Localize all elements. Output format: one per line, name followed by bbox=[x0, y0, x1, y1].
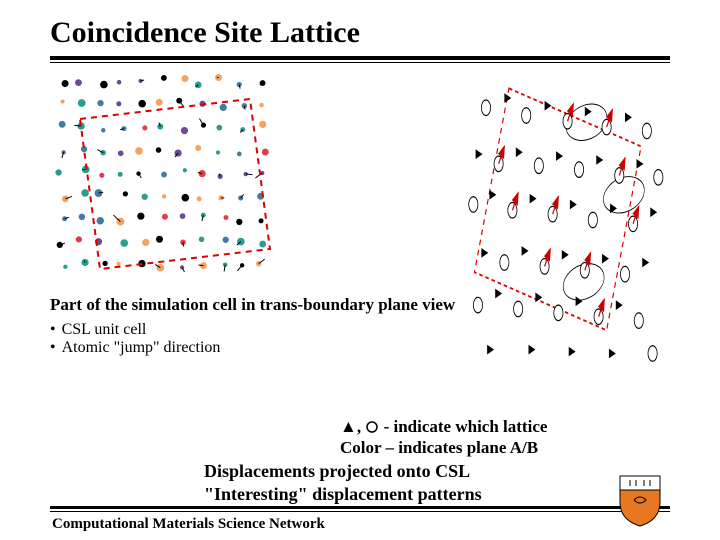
rule-thin bbox=[50, 62, 670, 63]
content-row: Part of the simulation cell in trans-bou… bbox=[50, 69, 670, 369]
bullet-item: •CSL unit cell bbox=[50, 321, 455, 339]
legend: ▲, - indicate which lattice Color – indi… bbox=[340, 416, 547, 459]
legend-line-1: ▲, - indicate which lattice bbox=[340, 416, 547, 437]
legend-line-2: Color – indicates plane A/B bbox=[340, 437, 547, 458]
bullet-list: •CSL unit cell•Atomic "jump" direction bbox=[50, 321, 455, 357]
rule-top bbox=[50, 56, 670, 60]
footer-rule bbox=[50, 506, 670, 509]
footer-text: Computational Materials Science Network bbox=[52, 516, 325, 533]
bullet-item: •Atomic "jump" direction bbox=[50, 339, 455, 357]
csl-diagram bbox=[463, 69, 670, 369]
princeton-shield-icon bbox=[616, 472, 664, 528]
footer-rule-thin bbox=[50, 511, 670, 512]
projection-text: Displacements projected onto CSL "Intere… bbox=[204, 460, 482, 505]
slide-title: Coincidence Site Lattice bbox=[50, 16, 670, 50]
simulation-caption: Part of the simulation cell in trans-bou… bbox=[50, 295, 455, 315]
simulation-panel bbox=[50, 69, 285, 289]
